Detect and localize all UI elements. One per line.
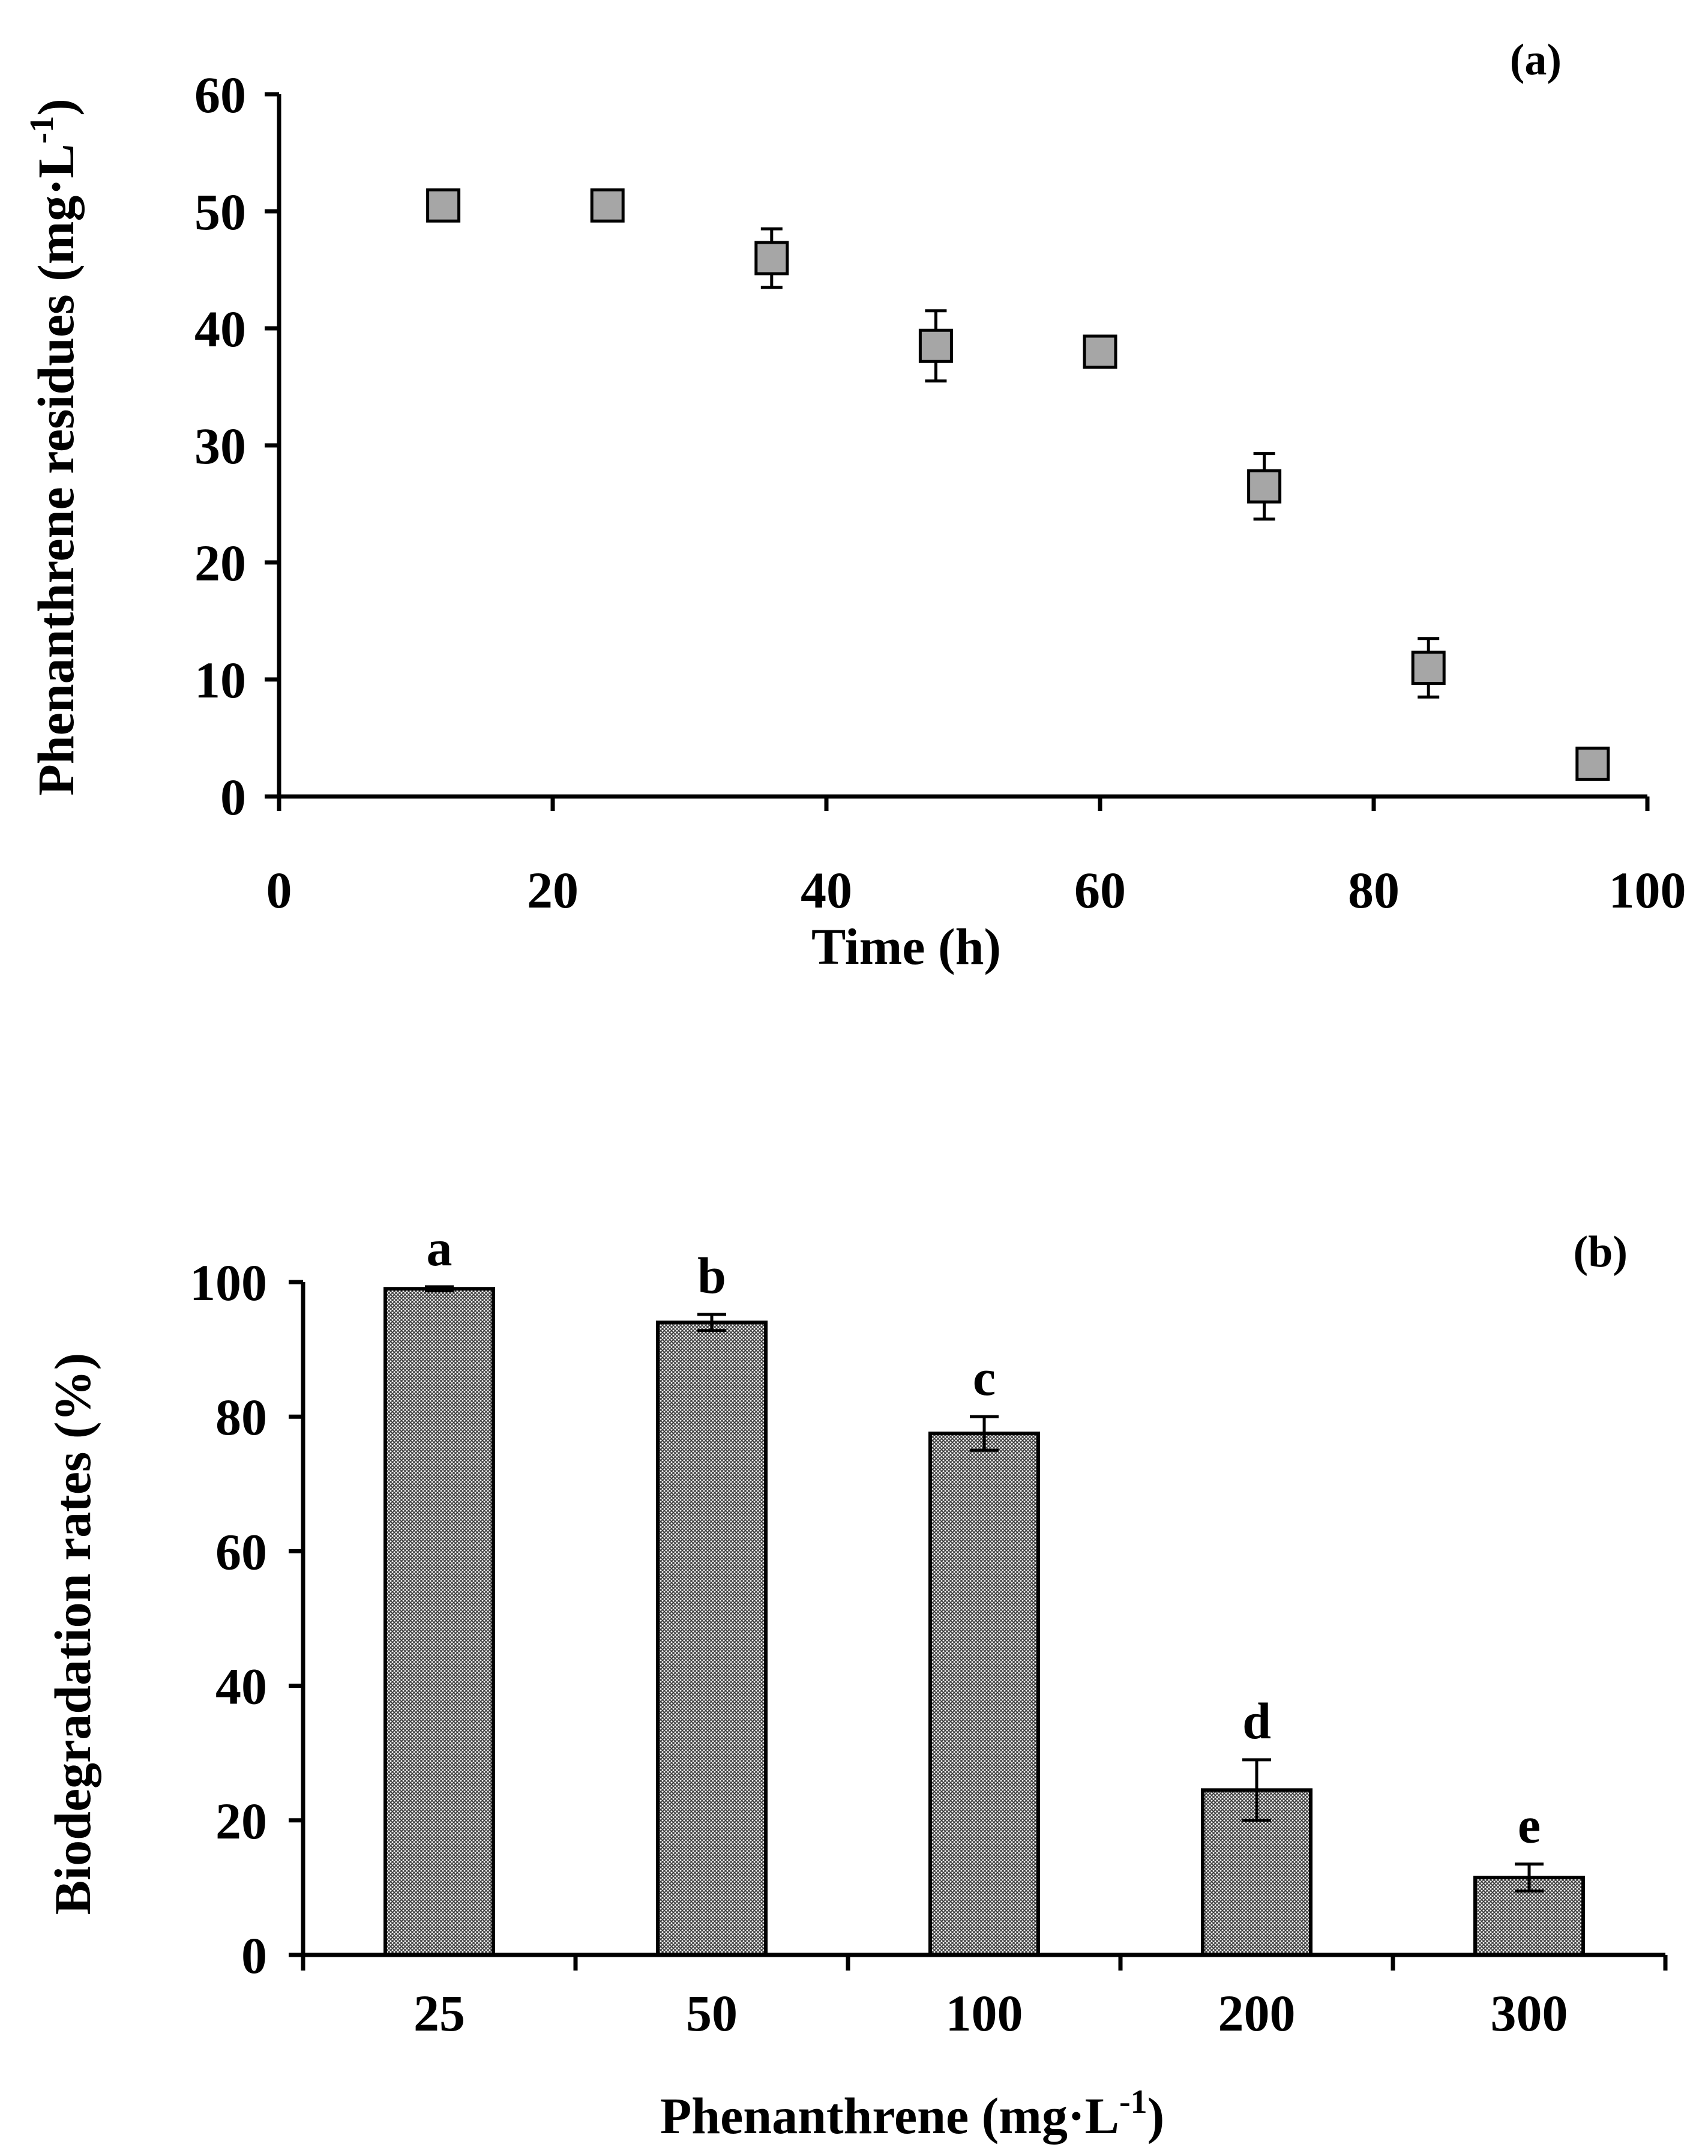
panel-b-significance-label: a xyxy=(427,1219,453,1277)
panel-b-bar xyxy=(928,1432,1040,1957)
panel-a-data-point xyxy=(1575,746,1610,781)
panel-b-y-tick-label: 60 xyxy=(215,1523,267,1580)
panel-a-data-point xyxy=(590,188,625,223)
panel-a-square-marker xyxy=(918,328,953,363)
panel-a-data-point xyxy=(1411,637,1446,699)
panel-a-label: (a) xyxy=(1510,35,1562,85)
panel-b-bar-group: c xyxy=(928,1349,1040,1957)
panel-b-x-tick-label: 100 xyxy=(946,1984,1023,2042)
panel-a-x-tick-label: 20 xyxy=(527,861,579,919)
panel-a-data-point xyxy=(754,227,789,289)
panel-a-y-axis-title-superscript: -1 xyxy=(23,116,61,144)
panel-b-x-tick-label: 25 xyxy=(413,1984,465,2042)
panel-b-significance-label: e xyxy=(1518,1796,1541,1854)
panel-a-square-marker xyxy=(1247,469,1282,504)
panel-a-scatter-chart: (a) 0 10 20 30 40 50 60 0 20 40 60 80 100 Time (h) P… xyxy=(23,35,1686,975)
panel-a-data-point xyxy=(1247,452,1282,521)
panel-b-y-tick-label: 40 xyxy=(215,1658,267,1715)
panel-a-x-tick-label: 80 xyxy=(1348,861,1400,919)
panel-a-axes xyxy=(265,92,1650,811)
panel-b-x-axis-title-superscript: -1 xyxy=(1119,2083,1147,2121)
panel-b-significance-label: c xyxy=(973,1349,996,1406)
panel-a-y-tick-label: 10 xyxy=(194,651,246,709)
panel-a-square-marker xyxy=(754,241,789,276)
panel-a-square-marker xyxy=(1411,651,1446,685)
panel-a-y-tick-label: 40 xyxy=(194,300,246,358)
panel-a-x-tick-label: 0 xyxy=(266,861,292,919)
panel-b-plot-area: a b c d e xyxy=(383,1219,1585,1957)
panel-a-y-tick-label: 60 xyxy=(194,66,246,124)
panel-a-square-marker xyxy=(426,188,461,223)
panel-b-x-axis-title-close: ) xyxy=(1147,2087,1165,2145)
panel-a-y-axis-title: Phenanthrene residues (mg·L-1) xyxy=(23,98,85,796)
panel-a-x-tick-label: 60 xyxy=(1074,861,1126,919)
panel-b-bar-group: e xyxy=(1473,1796,1585,1957)
panel-a-y-tick-label: 50 xyxy=(194,183,246,241)
panel-a-x-tick-label: 100 xyxy=(1609,861,1686,919)
panel-b-bar xyxy=(383,1287,495,1957)
panel-b-x-axis-title-main: Phenanthrene (mg·L xyxy=(660,2087,1119,2145)
panel-b-x-axis-title: Phenanthrene (mg·L-1) xyxy=(660,2083,1165,2145)
panel-b-significance-label: d xyxy=(1242,1692,1271,1750)
panel-b-significance-label: b xyxy=(697,1247,726,1304)
panel-b-x-tick-label: 200 xyxy=(1218,1984,1296,2042)
panel-a-y-axis-title-main: Phenanthrene residues (mg·L xyxy=(27,144,85,796)
panel-b-y-tick-label: 0 xyxy=(241,1927,267,1984)
panel-a-y-tick-label: 0 xyxy=(220,768,246,826)
panel-b-y-tick-label: 100 xyxy=(190,1254,267,1311)
panel-a-data-point xyxy=(918,309,953,383)
panel-b-label: (b) xyxy=(1574,1227,1628,1277)
panel-b-bar-group: d xyxy=(1201,1692,1313,1957)
panel-a-y-tick-label: 30 xyxy=(194,417,246,475)
panel-b-y-tick-label: 20 xyxy=(215,1792,267,1850)
panel-a-plot-area xyxy=(426,188,1610,781)
panel-b-x-tick-label: 300 xyxy=(1491,1984,1568,2042)
panel-a-square-marker xyxy=(590,188,625,223)
panel-a-x-axis-title: Time (h) xyxy=(811,918,1001,975)
panel-b-tick-labels: 25 50 100 200 300 0 20 40 60 80 100 xyxy=(190,1254,1568,2042)
panel-a-y-tick-label: 20 xyxy=(194,534,246,592)
panel-b-bar-chart: (b) a b c d e 25 50 100 200 300 0 20 40 60 80 100 Phen… xyxy=(44,1219,1668,2145)
panel-b-axes xyxy=(289,1280,1668,1971)
panel-a-y-axis-title-close: ) xyxy=(27,98,85,116)
panel-b-y-tick-label: 80 xyxy=(215,1388,267,1446)
panel-a-x-tick-label: 40 xyxy=(801,861,852,919)
panel-b-bar xyxy=(656,1320,768,1957)
panel-b-bar-group: a xyxy=(383,1219,495,1957)
panel-a-data-point xyxy=(426,188,461,223)
panel-b-bar-group: b xyxy=(656,1247,768,1957)
panel-b-x-tick-label: 50 xyxy=(686,1984,738,2042)
panel-a-square-marker xyxy=(1575,746,1610,781)
panel-a-data-point xyxy=(1083,334,1117,369)
panel-a-square-marker xyxy=(1083,334,1117,369)
panel-a-tick-labels: 0 10 20 30 40 50 60 0 20 40 60 80 100 xyxy=(194,66,1686,919)
panel-b-y-axis-title: Biodegradation rates (%) xyxy=(44,1353,101,1915)
